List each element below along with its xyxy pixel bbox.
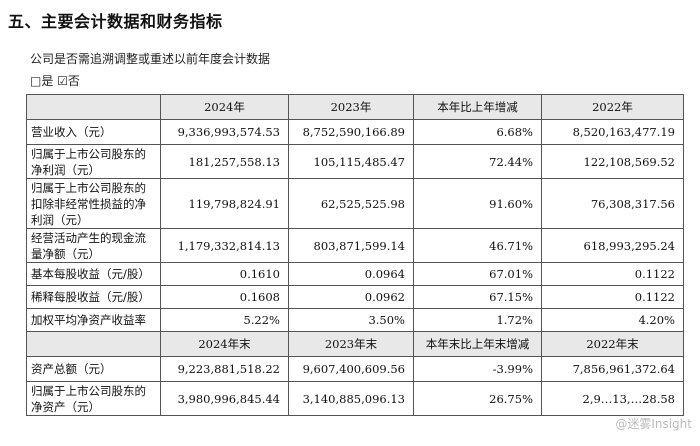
table-row: 加权平均净资产收益率 5.22% 3.50% 1.72% 4.20% <box>26 308 684 332</box>
value-change: 72.44% <box>413 144 542 179</box>
row-label: 资产总额（元） <box>26 356 161 382</box>
value-change: 67.01% <box>413 262 542 286</box>
header-cell-label <box>26 94 161 120</box>
subheader-cell-2022: 2022年末 <box>541 331 684 357</box>
value-2023: 803,871,599.14 <box>288 228 414 263</box>
financial-data-table: 2024年 2023年 本年比上年增减 2022年 营业收入（元） 9,336,… <box>26 94 684 416</box>
row-label: 基本每股收益（元/股） <box>26 262 161 286</box>
subheader-cell-label <box>26 331 161 357</box>
value-2022: 0.1122 <box>541 262 684 286</box>
section-heading: 五、主要会计数据和财务指标 <box>8 12 223 31</box>
table-subheader-row: 2024年末 2023年末 本年末比上年末增减 2022年末 <box>26 331 684 357</box>
value-change: 1.72% <box>413 308 542 332</box>
value-2022: 4.20% <box>541 308 684 332</box>
restatement-answer: □是 ☑否 <box>30 74 80 88</box>
row-label: 归属于上市公司股东的净资产（元） <box>26 381 161 416</box>
row-label: 加权平均净资产收益率 <box>26 308 161 332</box>
row-label: 归属于上市公司股东的扣除非经常性损益的净利润（元） <box>26 178 161 229</box>
value-2023: 0.0962 <box>288 285 414 309</box>
table-row: 稀释每股收益（元/股） 0.1608 0.0962 67.15% 0.1122 <box>26 285 684 309</box>
header-cell-2022: 2022年 <box>541 94 684 120</box>
header-cell-2023: 2023年 <box>288 94 414 120</box>
value-2024: 0.1610 <box>160 262 289 286</box>
value-2022: 7,856,961,372.64 <box>541 356 684 382</box>
value-change: 46.71% <box>413 228 542 263</box>
value-2024: 5.22% <box>160 308 289 332</box>
value-2022: 8,520,163,477.19 <box>541 119 684 145</box>
value-change: 26.75% <box>413 381 542 416</box>
value-change: 6.68% <box>413 119 542 145</box>
value-2022: 618,993,295.24 <box>541 228 684 263</box>
value-2023: 105,115,485.47 <box>288 144 414 179</box>
watermark: @迷雾Insight <box>615 417 692 431</box>
value-2024: 3,980,996,845.44 <box>160 381 289 416</box>
row-label: 营业收入（元） <box>26 119 161 145</box>
value-2023: 3,140,885,096.13 <box>288 381 414 416</box>
table-row: 营业收入（元） 9,336,993,574.53 8,752,590,166.8… <box>26 119 684 145</box>
header-cell-change: 本年比上年增减 <box>413 94 542 120</box>
table-row: 归属于上市公司股东的净利润（元） 181,257,558.13 105,115,… <box>26 144 684 179</box>
table-row: 基本每股收益（元/股） 0.1610 0.0964 67.01% 0.1122 <box>26 262 684 286</box>
value-change: -3.99% <box>413 356 542 382</box>
value-2023: 3.50% <box>288 308 414 332</box>
restatement-question: 公司是否需追溯调整或重述以前年度会计数据 <box>30 52 271 66</box>
subheader-cell-change: 本年末比上年末增减 <box>413 331 542 357</box>
row-label: 归属于上市公司股东的净利润（元） <box>26 144 161 179</box>
value-2022: 2,9…13,…28.58 <box>541 381 684 416</box>
subheader-cell-2023: 2023年末 <box>288 331 414 357</box>
subheader-cell-2024: 2024年末 <box>160 331 289 357</box>
table-row: 归属于上市公司股东的净资产（元） 3,980,996,845.44 3,140,… <box>26 381 684 416</box>
value-2023: 0.0964 <box>288 262 414 286</box>
value-2024: 119,798,824.91 <box>160 178 289 229</box>
value-2024: 1,179,332,814.13 <box>160 228 289 263</box>
table-row: 经营活动产生的现金流量净额（元） 1,179,332,814.13 803,87… <box>26 228 684 263</box>
value-2022: 76,308,317.56 <box>541 178 684 229</box>
row-label: 经营活动产生的现金流量净额（元） <box>26 228 161 263</box>
value-2023: 9,607,400,609.56 <box>288 356 414 382</box>
table-header-row: 2024年 2023年 本年比上年增减 2022年 <box>26 94 684 120</box>
value-2023: 62,525,525.98 <box>288 178 414 229</box>
table-row: 归属于上市公司股东的扣除非经常性损益的净利润（元） 119,798,824.91… <box>26 178 684 229</box>
row-label: 稀释每股收益（元/股） <box>26 285 161 309</box>
value-change: 91.60% <box>413 178 542 229</box>
value-2024: 9,223,881,518.22 <box>160 356 289 382</box>
value-2022: 0.1122 <box>541 285 684 309</box>
value-2022: 122,108,569.52 <box>541 144 684 179</box>
value-change: 67.15% <box>413 285 542 309</box>
header-cell-2024: 2024年 <box>160 94 289 120</box>
value-2024: 181,257,558.13 <box>160 144 289 179</box>
table-row: 资产总额（元） 9,223,881,518.22 9,607,400,609.5… <box>26 356 684 382</box>
value-2024: 0.1608 <box>160 285 289 309</box>
value-2023: 8,752,590,166.89 <box>288 119 414 145</box>
value-2024: 9,336,993,574.53 <box>160 119 289 145</box>
